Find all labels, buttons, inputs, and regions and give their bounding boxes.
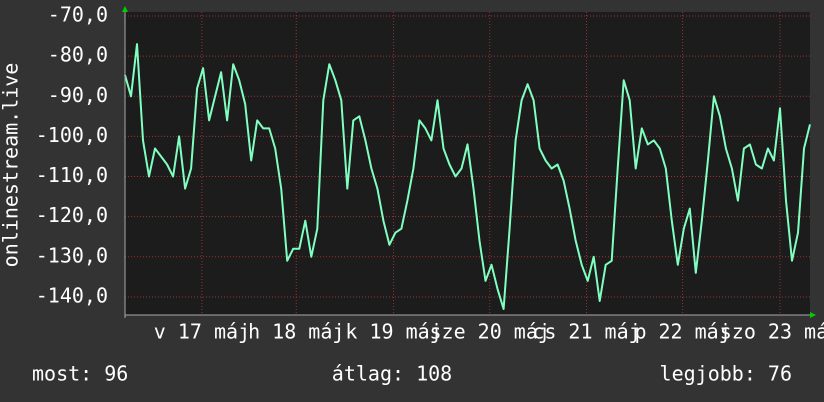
y-tick-label: -70,0 [48, 3, 108, 27]
x-tick-label: szo 23 máj [720, 320, 824, 344]
y-tick-label: -100,0 [36, 123, 108, 147]
y-axis-label: onlinestream.live [0, 63, 23, 268]
series-line [124, 43, 811, 310]
x-tick-label: p 22 máj [634, 320, 730, 344]
footer-now: most: 96 [32, 362, 128, 386]
footer-average: átlag: 108 [332, 362, 452, 386]
x-tick-label: k 19 máj [345, 320, 441, 344]
y-tick-label: -120,0 [36, 203, 108, 227]
x-tick-label: sze 20 máj [430, 320, 550, 344]
marks [124, 43, 811, 310]
y-axis-arrow [122, 6, 128, 12]
x-tick-label: cs 21 máj [532, 320, 640, 344]
y-tick-label: -140,0 [36, 283, 108, 307]
footer-best: legjobb: 76 [660, 362, 792, 386]
grid [125, 12, 810, 315]
y-tick-label: -80,0 [48, 43, 108, 67]
x-axis-arrow [810, 312, 816, 318]
y-tick-label: -110,0 [36, 163, 108, 187]
x-tick-label: h 18 máj [248, 320, 344, 344]
y-tick-label: -130,0 [36, 243, 108, 267]
x-tick-label: v 17 máj [154, 320, 250, 344]
y-tick-label: -90,0 [48, 83, 108, 107]
